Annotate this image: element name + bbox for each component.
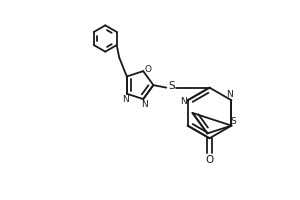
Text: S: S: [230, 117, 236, 126]
Text: O: O: [144, 65, 151, 74]
Text: N: N: [141, 100, 148, 109]
Text: N: N: [122, 95, 129, 104]
Text: S: S: [168, 81, 175, 91]
Text: N: N: [180, 97, 187, 106]
Text: N: N: [226, 90, 233, 99]
Text: O: O: [206, 155, 214, 165]
